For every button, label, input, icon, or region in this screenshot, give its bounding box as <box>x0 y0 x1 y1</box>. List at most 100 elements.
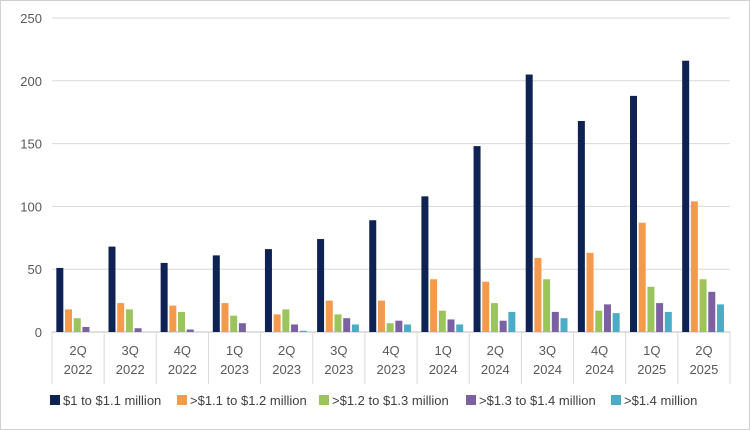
bar <box>395 320 403 332</box>
bar <box>603 304 611 332</box>
bar <box>334 314 342 332</box>
bar <box>273 314 281 332</box>
bar <box>612 313 620 332</box>
x-tick-year: 2022 <box>116 362 145 377</box>
gridlines <box>52 17 730 333</box>
legend-swatch <box>50 395 60 405</box>
bar <box>230 315 238 332</box>
bar <box>299 330 307 332</box>
legend-label: >$1.3 to $1.4 million <box>479 393 596 408</box>
x-tick-year: 2023 <box>377 362 406 377</box>
legend-label: $1 to $1.1 million <box>63 393 161 408</box>
bar <box>221 303 229 332</box>
bar <box>264 249 272 332</box>
bar <box>499 320 507 332</box>
x-tick-quarter: 1Q <box>643 343 660 358</box>
x-tick-quarter: 2Q <box>69 343 86 358</box>
bar <box>343 318 351 332</box>
legend-label: >$1.1 to $1.2 million <box>190 393 307 408</box>
bar <box>430 279 438 332</box>
bar <box>690 201 698 332</box>
bar <box>291 324 299 332</box>
x-tick-quarter: 4Q <box>174 343 191 358</box>
y-tick-label: 150 <box>20 137 42 152</box>
bar <box>186 329 194 332</box>
bar <box>656 303 664 332</box>
bar <box>325 300 333 332</box>
bar <box>664 311 672 332</box>
x-tick-year: 2022 <box>168 362 197 377</box>
bar <box>134 328 142 332</box>
bar <box>386 323 394 332</box>
y-tick-label: 0 <box>35 325 42 340</box>
bar <box>238 323 246 332</box>
x-tick-quarter: 1Q <box>434 343 451 358</box>
bar <box>560 318 568 332</box>
x-tick-year: 2024 <box>585 362 614 377</box>
bar <box>369 220 377 332</box>
legend-swatch <box>177 395 187 405</box>
x-tick-quarter: 4Q <box>591 343 608 358</box>
x-tick-year: 2024 <box>533 362 562 377</box>
bar <box>160 262 168 332</box>
bars <box>56 60 724 333</box>
y-tick-label: 100 <box>20 199 42 214</box>
x-tick-quarter: 3Q <box>330 343 347 358</box>
legend: $1 to $1.1 million >$1.1 to $1.2 million >… <box>50 393 697 408</box>
bar <box>647 286 655 332</box>
bar <box>708 291 716 332</box>
x-tick-year: 2024 <box>429 362 458 377</box>
bar <box>447 319 455 332</box>
bar <box>473 146 481 332</box>
x-tick-year: 2023 <box>324 362 353 377</box>
x-tick-quarter: 2Q <box>695 343 712 358</box>
bar <box>404 324 412 332</box>
bar <box>543 279 551 332</box>
bar <box>586 252 594 332</box>
legend-label: >$1.2 to $1.3 million <box>332 393 449 408</box>
bar <box>421 196 429 332</box>
x-tick-quarter: 1Q <box>226 343 243 358</box>
x-tick-quarter: 2Q <box>278 343 295 358</box>
x-axis-ticks: 2Q 2022 3Q 2022 4Q 2022 1Q 2023 2Q 2023 3Q 2023 4Q 20… <box>51 332 731 384</box>
bar <box>117 303 125 332</box>
y-axis-ticks: 0 50 100 150 200 250 <box>20 11 42 340</box>
bar <box>682 60 690 332</box>
x-tick-year: 2025 <box>689 362 718 377</box>
legend-swatch <box>466 395 476 405</box>
bar <box>56 267 64 332</box>
x-tick-quarter: 3Q <box>122 343 139 358</box>
x-tick-quarter: 2Q <box>487 343 504 358</box>
bar <box>212 255 220 332</box>
bar <box>169 305 177 332</box>
bar <box>482 281 490 332</box>
bar <box>456 324 464 332</box>
bar <box>282 309 290 332</box>
bar <box>438 310 446 332</box>
bar <box>351 324 359 332</box>
bar <box>551 311 559 332</box>
x-tick-year: 2022 <box>64 362 93 377</box>
x-tick-quarter: 3Q <box>539 343 556 358</box>
y-tick-label: 50 <box>28 262 42 277</box>
bar <box>699 279 707 332</box>
bar <box>82 326 90 332</box>
x-tick-quarter: 4Q <box>382 343 399 358</box>
legend-swatch <box>611 395 621 405</box>
legend-swatch <box>319 395 329 405</box>
bar <box>577 120 585 332</box>
x-tick-year: 2023 <box>220 362 249 377</box>
bar <box>178 311 186 332</box>
x-tick-year: 2023 <box>272 362 301 377</box>
bar <box>125 309 133 332</box>
x-tick-year: 2025 <box>637 362 666 377</box>
legend-label: >$1.4 million <box>624 393 697 408</box>
bar <box>73 318 81 332</box>
bar <box>638 222 646 332</box>
bar <box>595 310 603 332</box>
bar <box>525 74 533 333</box>
bar <box>630 95 638 332</box>
bar <box>65 309 73 332</box>
bar <box>508 311 516 332</box>
